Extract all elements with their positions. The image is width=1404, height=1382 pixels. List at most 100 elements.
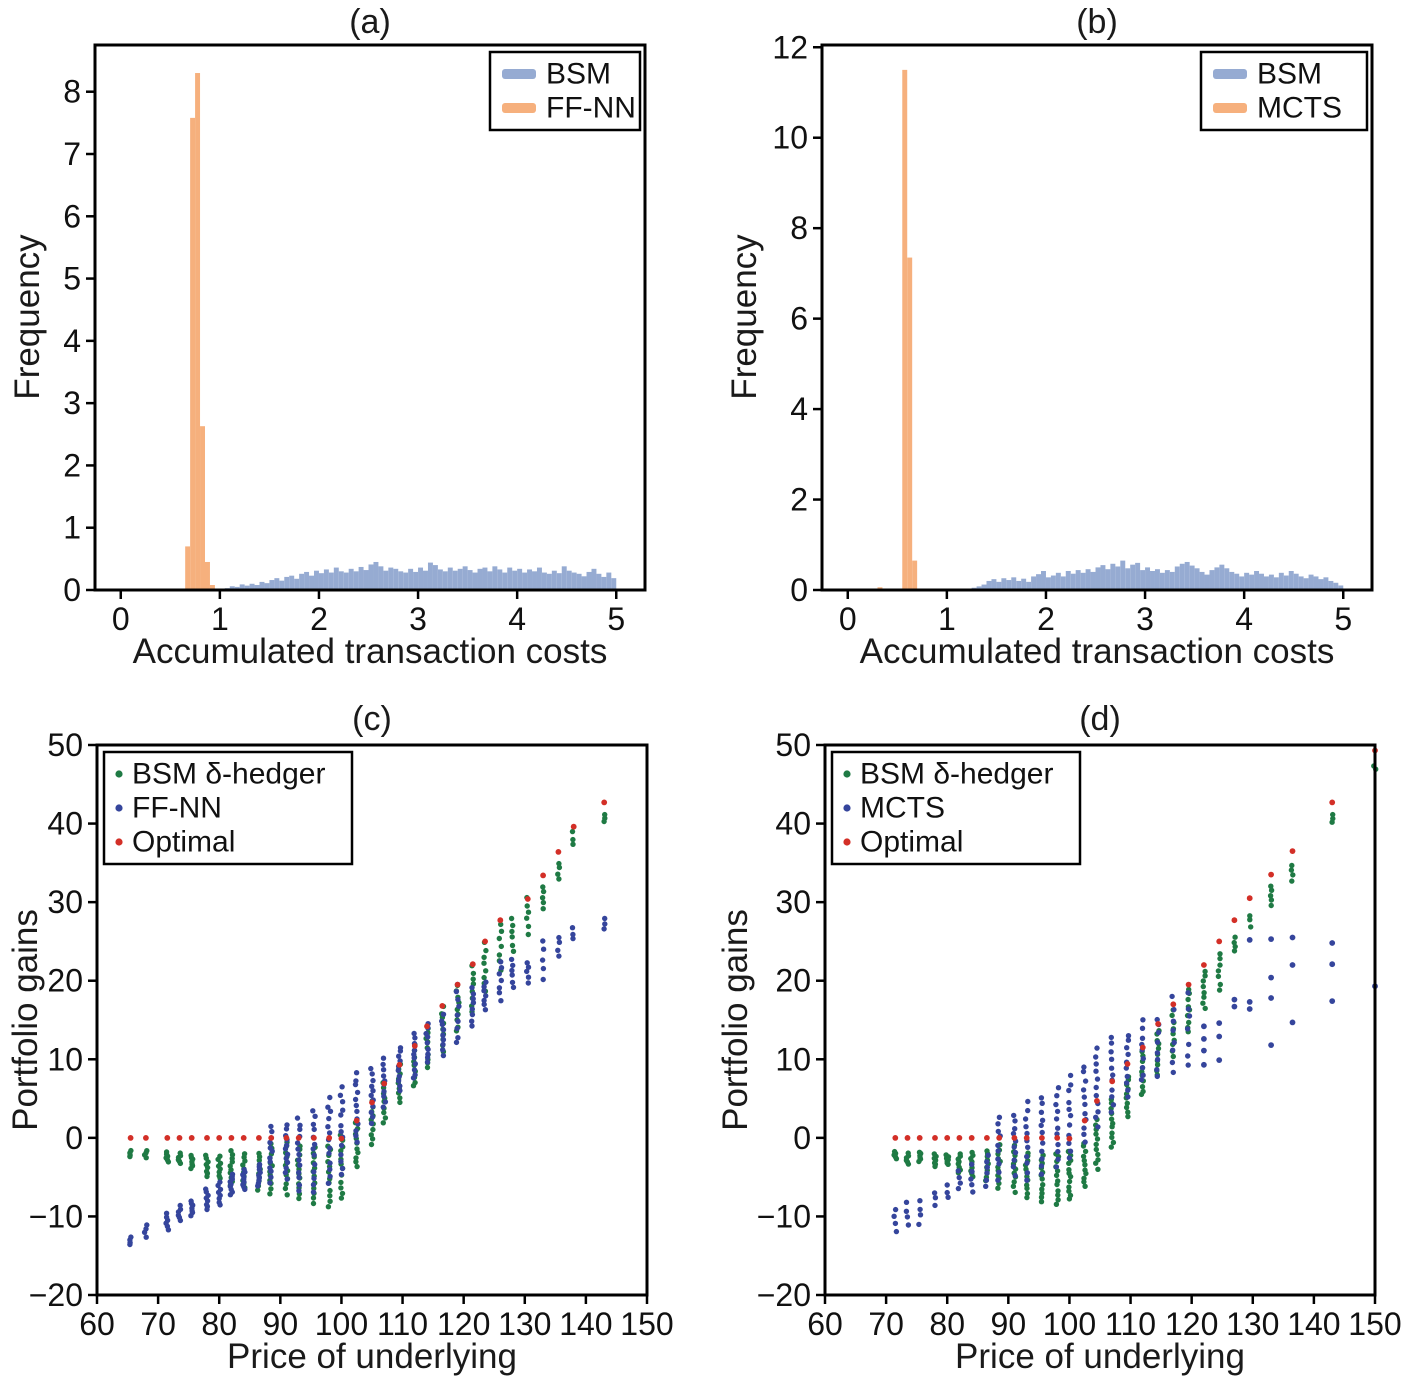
y-tick-label: 4 — [790, 391, 808, 427]
y-tick-label: 30 — [775, 884, 811, 920]
x-tick-label: 110 — [377, 1306, 428, 1342]
plot-frame — [95, 743, 649, 1297]
series-bsm-hedger — [891, 763, 1379, 1207]
y-tick-label: 0 — [65, 1120, 83, 1156]
y-tick-label: 0 — [790, 572, 808, 608]
y-tick-label: −10 — [757, 1198, 811, 1234]
panel-d-xlabel: Price of underlying — [955, 1337, 1245, 1376]
y-tick-label: 30 — [47, 884, 83, 920]
x-tick-label: 150 — [1348, 1306, 1401, 1342]
y-tick-label: 10 — [775, 1041, 811, 1077]
x-tick-label: 3 — [1136, 601, 1154, 637]
series-bsm — [971, 560, 1344, 590]
y-tick-label: 0 — [793, 1120, 811, 1156]
y-tick-label: 2 — [63, 447, 81, 483]
y-tick-label: 7 — [63, 136, 81, 172]
panel-c: 60 70 80 90 100 110 120 130 140 150 −20 −10 0 10 20 30 4… — [0, 691, 702, 1382]
y-tick-label: 6 — [63, 198, 81, 234]
x-tick-label: 4 — [508, 601, 526, 637]
x-tick-label: 70 — [140, 1306, 176, 1342]
x-tick-label: 0 — [839, 601, 857, 637]
y-tick-label: 3 — [63, 385, 81, 421]
x-tick-label: 60 — [79, 1306, 115, 1342]
legend-swatch-bsm — [1213, 69, 1247, 79]
y-tick-label: 10 — [47, 1041, 83, 1077]
panel-d-ylabel: Portfolio gains — [716, 909, 755, 1131]
panel-d: 60 70 80 90 100 110 120 130 140 150 −20 −10 0 10 20 30 4… — [702, 691, 1404, 1382]
series-bsm-hedger — [127, 811, 608, 1210]
y-tick-label: −20 — [29, 1277, 83, 1313]
y-tick-label: 20 — [775, 963, 811, 999]
x-tick-label: 2 — [310, 601, 328, 637]
y-tick-label: 0 — [63, 572, 81, 608]
y-tick-label: 1 — [63, 510, 81, 546]
panel-b-ylabel: Frequency — [725, 234, 764, 400]
y-tick-label: 50 — [775, 727, 811, 763]
legend-label: Optimal — [132, 826, 235, 859]
x-tick-label: 130 — [1226, 1306, 1279, 1342]
y-tick-label: 5 — [63, 261, 81, 297]
legend-dot-optimal — [115, 838, 123, 846]
legend-swatch-ff-nn — [502, 103, 536, 113]
x-tick-label: 90 — [991, 1306, 1027, 1342]
y-axis: 0 2 4 6 8 10 12 — [772, 29, 822, 608]
legend-dot-optimal — [843, 838, 851, 846]
x-tick-label: 1 — [211, 601, 229, 637]
panel-c-chart: 60 70 80 90 100 110 120 130 140 150 −20 −10 0 10 20 30 4… — [29, 727, 674, 1342]
x-tick-label: 140 — [559, 1306, 612, 1342]
y-tick-label: −10 — [29, 1198, 83, 1234]
y-tick-label: 40 — [47, 806, 83, 842]
legend-dot-bsm-hedger — [115, 770, 123, 778]
legend-dot-ff-nn — [115, 804, 123, 812]
panel-d-chart: 60 70 80 90 100 110 120 130 140 150 −20 −10 0 10 20 30 4… — [757, 727, 1402, 1342]
panel-c-ylabel: Portfolio gains — [6, 909, 45, 1131]
series-optimal — [127, 799, 608, 1142]
series-bsm — [224, 561, 617, 590]
y-axis: −20 −10 0 10 20 30 40 50 — [29, 727, 97, 1313]
y-axis: 0 1 2 3 4 5 6 7 8 — [63, 74, 95, 608]
panel-a-ylabel: Frequency — [8, 234, 47, 400]
panel-b: 0 1 2 3 4 5 0 2 4 6 8 10 12 BSM MCTS (b) Frequency Acc… — [702, 0, 1404, 691]
x-tick-label: 4 — [1235, 601, 1253, 637]
x-axis: 60 70 80 90 100 110 120 130 140 150 — [79, 1295, 674, 1342]
series-ff-nn — [185, 73, 215, 591]
x-axis: 0 1 2 3 4 5 — [839, 590, 1352, 637]
x-axis: 0 1 2 3 4 5 — [112, 590, 625, 637]
x-tick-label: 2 — [1037, 601, 1055, 637]
legend-label: BSM — [546, 58, 611, 91]
y-tick-label: 4 — [63, 323, 81, 359]
x-tick-label: 100 — [1043, 1306, 1096, 1342]
legend-label: BSM δ-hedger — [132, 758, 325, 791]
series-mcts — [891, 934, 1378, 1235]
x-tick-label: 80 — [929, 1306, 965, 1342]
x-tick-label: 1 — [938, 601, 956, 637]
x-tick-label: 140 — [1287, 1306, 1340, 1342]
panel-b-title: (b) — [1076, 3, 1118, 41]
legend-label: FF-NN — [132, 792, 222, 825]
x-tick-label: 0 — [112, 601, 130, 637]
legend-label: BSM — [1257, 58, 1322, 91]
x-tick-label: 100 — [315, 1306, 368, 1342]
y-axis: −20 −10 0 10 20 30 40 50 — [757, 727, 825, 1313]
panel-a-title: (a) — [349, 3, 391, 41]
plot-frame — [823, 743, 1377, 1297]
legend-swatch-mcts — [1213, 103, 1247, 113]
y-tick-label: 8 — [790, 210, 808, 246]
panel-c-title: (c) — [352, 700, 392, 738]
x-tick-label: 60 — [807, 1306, 843, 1342]
panel-a-xlabel: Accumulated transaction costs — [132, 632, 608, 671]
legend-label: Optimal — [860, 826, 963, 859]
legend-label: BSM δ-hedger — [860, 758, 1053, 791]
panel-b-xlabel: Accumulated transaction costs — [859, 632, 1335, 671]
y-tick-label: 20 — [47, 963, 83, 999]
x-tick-label: 120 — [437, 1306, 490, 1342]
x-tick-label: 70 — [868, 1306, 904, 1342]
x-tick-label: 120 — [1165, 1306, 1218, 1342]
y-tick-label: 12 — [772, 29, 808, 65]
legend-label: MCTS — [1257, 92, 1342, 125]
y-tick-label: −20 — [757, 1277, 811, 1313]
